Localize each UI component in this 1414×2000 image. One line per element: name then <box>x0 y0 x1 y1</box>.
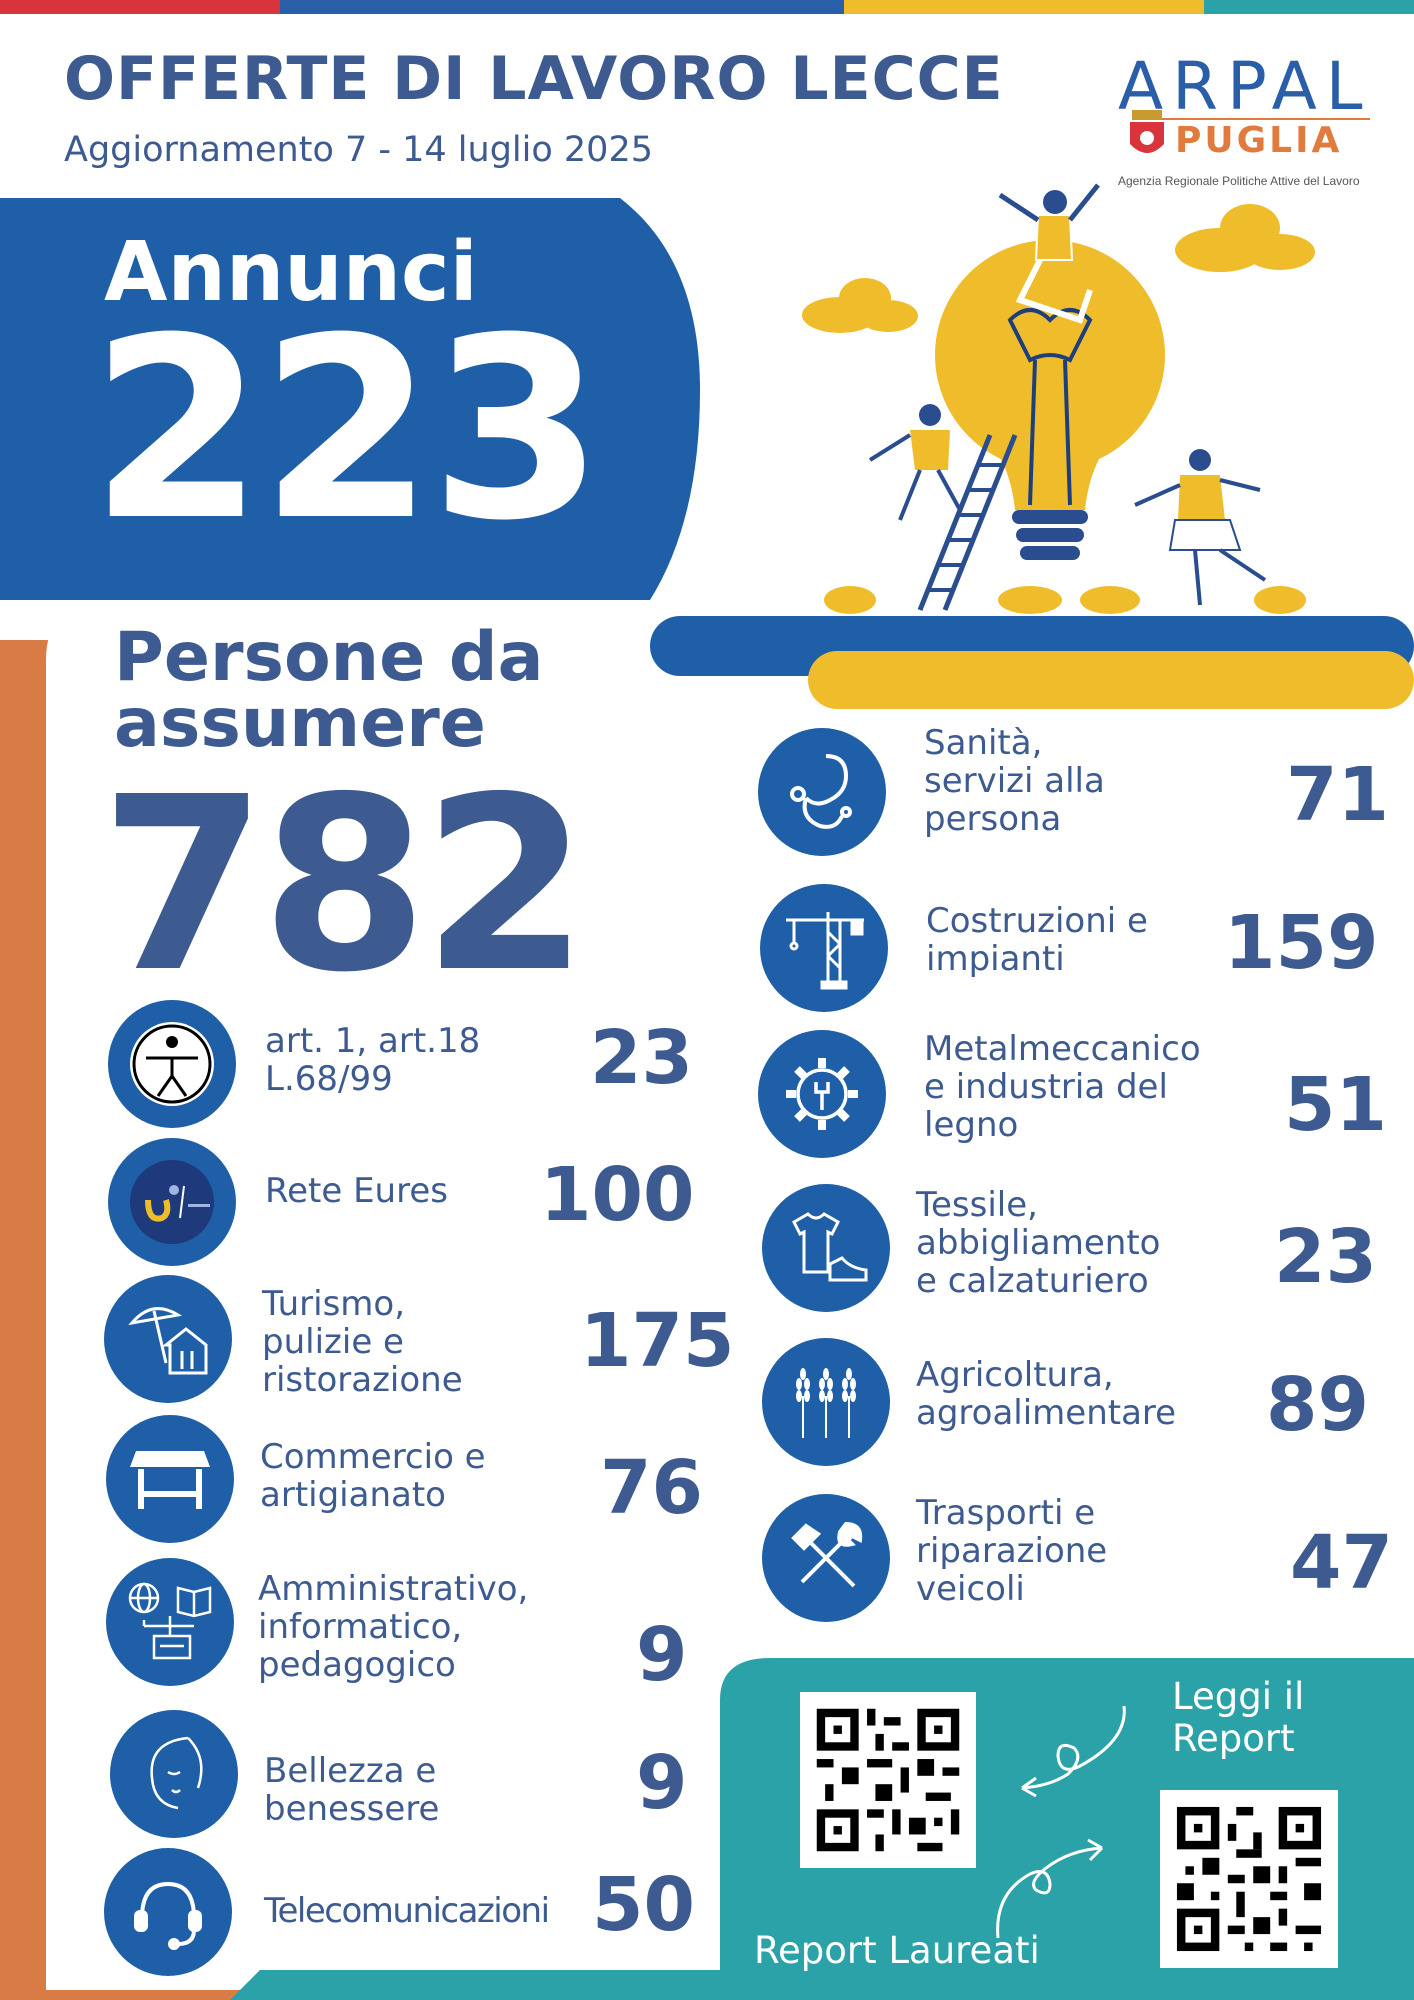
headset-icon <box>104 1848 232 1976</box>
stethoscope-icon <box>758 728 886 856</box>
persone-count: 782 <box>100 745 589 1025</box>
category-label-telecomunicazioni: Telecomunicazioni <box>264 1891 550 1931</box>
stripe-teal <box>1204 0 1414 14</box>
stripe-yellow <box>844 0 1204 14</box>
category-value-metalmeccanico: 51 <box>1284 1062 1387 1148</box>
gear-wrench-icon <box>758 1030 886 1158</box>
update-date: Aggiornamento 7 - 14 luglio 2025 <box>64 130 653 170</box>
category-value-art1: 23 <box>590 1015 693 1101</box>
category-label-sanita: Sanità, servizi alla persona <box>924 723 1105 839</box>
category-value-telecomunicazioni: 50 <box>592 1862 695 1948</box>
eures-logo-icon <box>108 1138 236 1266</box>
category-value-costruzioni: 159 <box>1224 900 1379 986</box>
persone-label: Persone da assumere <box>114 618 544 763</box>
category-label-tessile: Tessile, abbigliamento e calzaturiero <box>916 1185 1161 1301</box>
category-label-commercio: Commercio e artigianato <box>260 1437 486 1515</box>
category-label-art1: art. 1, art.18 L.68/99 <box>265 1021 481 1099</box>
arrow-to-laureati-qr-icon <box>996 1838 1104 1939</box>
category-label-metalmeccanico: Metalmeccanico e industria del legno <box>924 1029 1201 1145</box>
logo-divider <box>1160 118 1370 120</box>
shirt-shoe-icon <box>762 1184 890 1312</box>
globe-book-id-icon <box>106 1558 234 1686</box>
category-value-sanita: 71 <box>1286 752 1389 838</box>
logo-agency-name: Agenzia Regionale Politiche Attive del L… <box>1118 174 1360 188</box>
report-label: Leggi il Report <box>1172 1675 1305 1760</box>
wheat-icon <box>762 1338 890 1466</box>
crane-icon <box>760 884 888 1012</box>
category-label-turismo: Turismo, pulizie e ristorazione <box>262 1284 463 1400</box>
category-label-trasporti: Trasporti e riparazione veicoli <box>916 1493 1108 1609</box>
category-value-amministrativo: 9 <box>636 1612 688 1698</box>
category-label-costruzioni: Costruzioni e impianti <box>926 901 1148 979</box>
qr-code-laureati[interactable] <box>1160 1790 1338 1968</box>
category-value-bellezza: 9 <box>636 1740 688 1826</box>
stripe-blue <box>280 0 844 14</box>
category-label-bellezza: Bellezza e benessere <box>264 1751 440 1829</box>
category-value-agricoltura: 89 <box>1266 1362 1369 1448</box>
page-title: OFFERTE DI LAVORO LECCE <box>64 44 1004 114</box>
category-value-commercio: 76 <box>600 1445 703 1531</box>
annunci-count: 223 <box>90 284 604 575</box>
category-value-trasporti: 47 <box>1290 1520 1393 1606</box>
beach-house-icon <box>104 1275 232 1403</box>
logo-puglia: PUGLIA <box>1175 120 1343 161</box>
annunci-label: Annunci <box>104 225 478 320</box>
stripe-red <box>0 0 280 14</box>
category-value-turismo: 175 <box>580 1298 735 1384</box>
accessibility-icon <box>108 1000 236 1128</box>
lightbulb-illustration <box>802 183 1315 614</box>
category-value-eures: 100 <box>540 1152 695 1238</box>
arrow-to-report-qr-icon <box>1021 1705 1126 1798</box>
category-value-tessile: 23 <box>1274 1214 1377 1300</box>
cloud-icon <box>802 204 1315 333</box>
category-label-agricoltura: Agricoltura, agroalimentare <box>916 1355 1177 1433</box>
category-label-eures: Rete Eures <box>265 1171 448 1211</box>
hammer-wrench-icon <box>762 1494 890 1622</box>
coat-of-arms-icon <box>1130 110 1164 153</box>
qr-code-report[interactable] <box>800 1692 976 1868</box>
market-stall-icon <box>106 1415 234 1543</box>
category-label-amministrativo: Amministrativo, informatico, pedagogico <box>258 1569 529 1685</box>
face-icon <box>110 1710 238 1838</box>
laureati-label: Report Laureati <box>754 1929 1040 1972</box>
